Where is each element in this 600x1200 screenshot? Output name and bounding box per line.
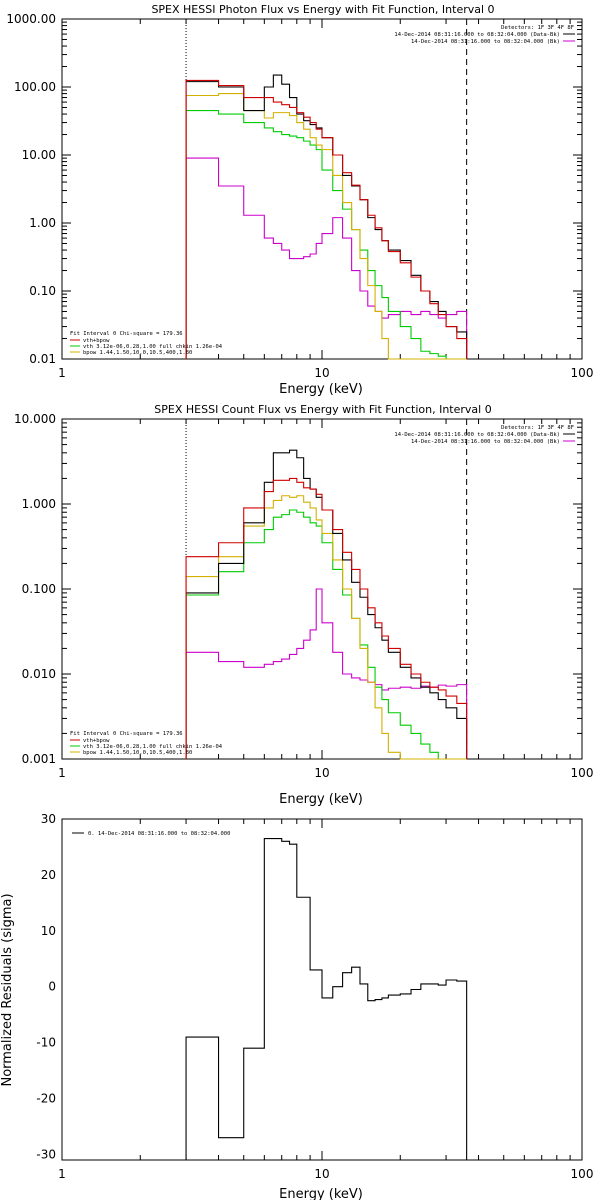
photon-fit-interval-label: Fit Interval 0 Chi-square = 179.36 [70,331,183,337]
count-background-series [185,588,468,759]
y-tick-label: 1.000 [22,497,56,511]
count-chart-title: SPEX HESSI Count Flux vs Energy with Fit… [154,403,491,416]
count-legend-vth-label: vth 3.12e-06,0.28,1.00 full chkin 1.26e-… [83,744,223,750]
residuals-series [185,838,468,1160]
photon-fit_total-series [185,79,468,359]
photon-legend-bpow-label: bpow 1.44,1.50,10.0,10.5,400,1.80 [83,350,192,356]
count-bpow-series [185,495,467,760]
photon-legend-bk-label: 14-Dec-2014 08:31:16.000 to 08:32:04.000… [411,39,560,45]
y-tick-label: -30 [36,1147,56,1161]
photon-marker-lines [185,19,468,359]
count-marker-lines [185,419,468,759]
y-tick-label: 0.01 [29,352,56,366]
photon-detectors-label: Detectors: 1F 3F 4F 8F [501,25,574,31]
photon-x-axis-title: Energy (keV) [279,382,363,397]
y-tick-label: 0.001 [22,752,56,766]
y-tick-label: 100.00 [14,80,56,94]
residuals-legend: 0. 14-Dec-2014 08:31:16.000 to 08:32:04.… [72,831,230,837]
y-tick-label: 0.010 [22,667,56,681]
residuals-residual-series [185,838,468,1160]
count-legend-bpow-label: bpow 1.44,1.50,10.0,10.5,400,1.80 [83,750,192,756]
photon-vth-series [185,110,467,360]
photon-legend-right: Detectors: 1F 3F 4F 8F 14-Dec-2014 08:31… [394,25,575,45]
photon-background-series [185,157,468,359]
count-x-axis-title: Energy (keV) [279,792,363,807]
y-tick-label: 0.100 [22,582,56,596]
photon-legend-left: Fit Interval 0 Chi-square = 179.36 vth+b… [70,331,223,356]
x-tick-label: 100 [571,766,594,780]
count-vth-series [185,509,467,760]
count-legend-right: Detectors: 1F 3F 4F 8F 14-Dec-2014 08:31… [394,425,575,445]
residuals-panel: 1 10 100 -30 -20 -10 0 10 20 30 0. 14-Dec-2014 08… [0,812,593,1200]
x-tick-label: 100 [571,366,594,380]
photon-data-series [185,74,468,359]
y-tick-label: 10.000 [14,412,56,426]
y-tick-label: 0 [48,980,56,994]
photon-legend-data-label: 14-Dec-2014 08:31:16.000 to 08:32:04.000… [394,32,560,38]
count-legend-bk-label: 14-Dec-2014 08:31:16.000 to 08:32:04.000… [411,439,560,445]
x-tick-label: 100 [571,1167,594,1181]
count-fit_total-series [185,477,468,759]
photon-chart-title: SPEX HESSI Photon Flux vs Energy with Fi… [151,3,494,16]
photon-legend-vth-label: vth 3.12e-06,0.28,1.00 full chkin 1.26e-… [83,344,223,350]
x-tick-label: 10 [314,1167,329,1181]
count-flux-panel: SPEX HESSI Count Flux vs Energy with Fit… [14,403,593,807]
count-legend-data-label: 14-Dec-2014 08:31:16.000 to 08:32:04.000… [394,432,560,438]
count-legend-left: Fit Interval 0 Chi-square = 179.36 vth+b… [70,731,223,756]
photon-flux-panel: SPEX HESSI Photon Flux vs Energy with Fi… [6,3,593,397]
y-tick-label: 1.00 [29,216,56,230]
photon-legend-total-label: vth+bpow [83,338,110,344]
x-tick-label: 1 [58,766,66,780]
residuals-y-axis-title: Normalized Residuals (sigma) [0,893,15,1086]
x-tick-label: 1 [58,1167,66,1181]
y-tick-label: 10 [41,924,56,938]
photon-ticks: 1 10 100 0.01 0.10 1.00 10.00 100.00 1000.00 [6,12,593,380]
residuals-x-axis-title: Energy (keV) [279,1187,363,1200]
count-detectors-label: Detectors: 1F 3F 4F 8F [501,425,574,431]
x-tick-label: 10 [314,366,329,380]
count-legend-total-label: vth+bpow [83,738,110,744]
count-series [185,449,468,760]
photon-bpow-series [185,93,467,360]
y-tick-label: 1000.00 [6,12,56,26]
residuals-legend-label: 0. 14-Dec-2014 08:31:16.000 to 08:32:04.… [88,831,230,837]
count-data-series [185,449,468,759]
photon-plot-frame [61,18,583,360]
y-tick-label: -20 [36,1092,56,1106]
count-fit-interval-label: Fit Interval 0 Chi-square = 179.36 [70,731,183,737]
y-tick-label: -10 [36,1036,56,1050]
x-tick-label: 1 [58,366,66,380]
y-tick-label: 30 [41,812,56,826]
y-tick-label: 20 [41,868,56,882]
y-tick-label: 0.10 [29,284,56,298]
x-tick-label: 10 [314,766,329,780]
photon-series [185,74,468,360]
y-tick-label: 10.00 [22,148,56,162]
residuals-ticks: 1 10 100 -30 -20 -10 0 10 20 30 [36,812,593,1181]
